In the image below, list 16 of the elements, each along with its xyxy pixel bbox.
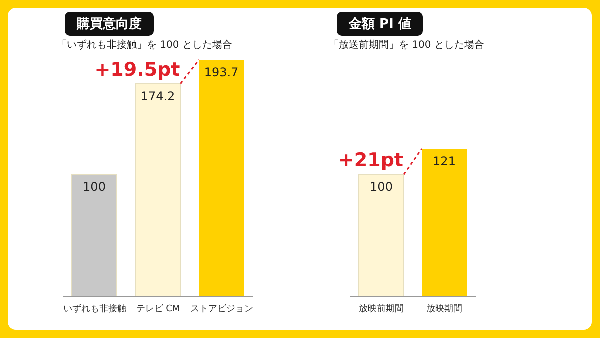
data-label: 174.2 bbox=[140, 89, 176, 104]
data-label: 121 bbox=[433, 154, 456, 168]
annotation: +19.5pt bbox=[94, 58, 180, 81]
chart-subtitle: 「放送前期間」を 100 とした場合 bbox=[329, 38, 484, 52]
x-tick-label: 放映期間 bbox=[426, 303, 462, 314]
x-tick-label: 放映前期間 bbox=[359, 303, 404, 314]
data-label: 100 bbox=[370, 180, 393, 194]
chart-title: 購買意向度 bbox=[65, 12, 154, 36]
x-tick-label: いずれも非接触 bbox=[63, 303, 126, 314]
data-label: 193.7 bbox=[204, 66, 239, 80]
chart-title: 金額 PI 値 bbox=[337, 12, 424, 36]
annotation: +21pt bbox=[338, 150, 404, 172]
x-tick-label: テレビ CM bbox=[136, 303, 180, 314]
x-tick-label: ストアビジョン bbox=[190, 303, 254, 314]
chart-subtitle: 「いずれも非接触」を 100 とした場合 bbox=[57, 38, 232, 52]
data-label: 100 bbox=[83, 180, 106, 194]
